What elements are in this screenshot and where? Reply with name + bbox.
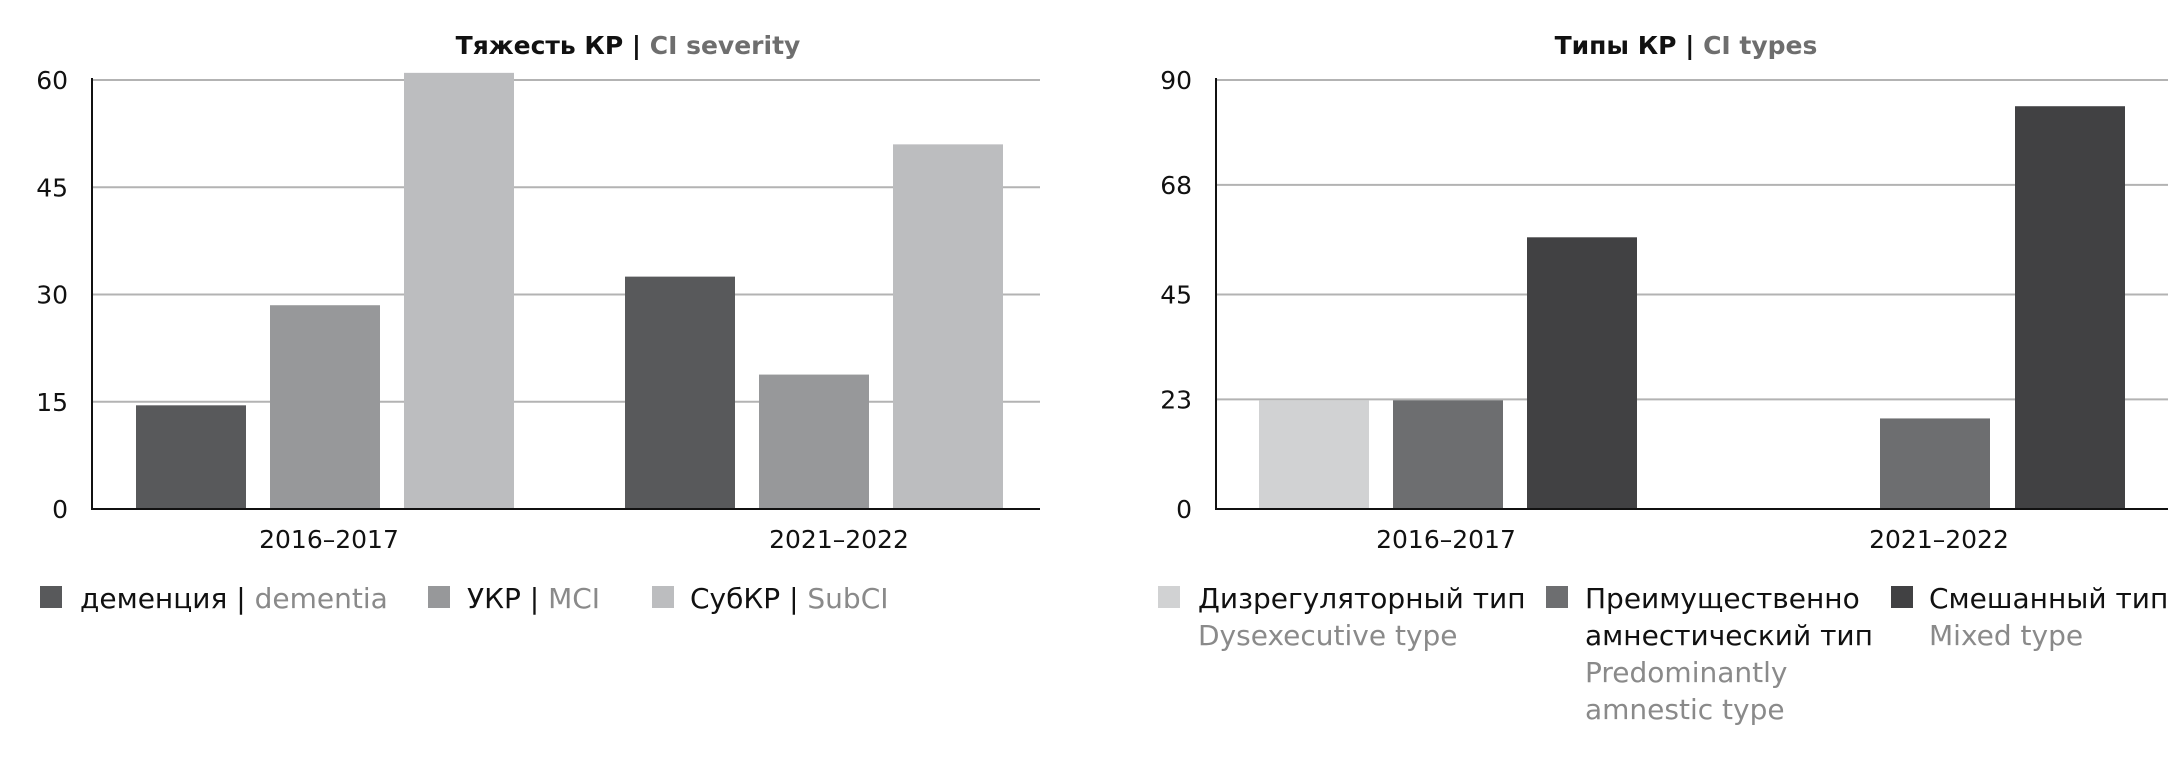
severity-legend: деменция | dementia УКР | MCI СубКР | SubC… (40, 582, 889, 615)
types-bars (1259, 106, 2125, 510)
legend-label-en: Dysexecutive type (1198, 619, 1458, 652)
types-chart-title: Типы КР | CI types (1555, 31, 1818, 60)
legend-label: СубКР | SubCI (690, 582, 889, 615)
types-y-ticks: 0 23 45 68 90 (1160, 66, 1192, 524)
y-tick-label: 60 (36, 66, 68, 95)
severity-chart: Тяжесть КР | CI severity 0 15 30 45 60 2016–… (36, 31, 1040, 615)
x-category-label: 2016–2017 (259, 525, 399, 554)
legend-swatch (1158, 586, 1180, 608)
severity-chart-title: Тяжесть КР | CI severity (456, 31, 801, 60)
types-gridlines (1216, 79, 2168, 401)
y-tick-label: 30 (36, 281, 68, 310)
severity-title-sep: | (623, 31, 650, 60)
severity-x-categories: 2016–2017 2021–2022 (259, 525, 909, 554)
legend-label-en: amnestic type (1585, 693, 1785, 726)
bar (136, 405, 246, 509)
severity-y-ticks: 0 15 30 45 60 (36, 66, 68, 524)
legend-label: деменция | dementia (80, 582, 388, 615)
legend-label-ru: амнестический тип (1585, 619, 1873, 652)
types-title-sep: | (1677, 31, 1704, 60)
severity-title-ru: Тяжесть КР (456, 31, 624, 60)
legend-swatch (1891, 586, 1913, 608)
severity-gridlines (92, 79, 1040, 403)
bar (1527, 237, 1637, 510)
bar (404, 72, 514, 509)
y-tick-label: 23 (1160, 385, 1192, 414)
severity-title-en: CI severity (650, 31, 801, 60)
y-tick-label: 15 (36, 388, 68, 417)
legend-swatch (428, 586, 450, 608)
bar (893, 144, 1003, 509)
legend-label-en: Predominantly (1585, 656, 1787, 689)
legend-label-ru: Дизрегуляторный тип (1198, 582, 1526, 615)
y-tick-label: 0 (52, 495, 68, 524)
severity-bars (136, 72, 1003, 509)
bar (1259, 400, 1369, 509)
y-tick-label: 90 (1160, 66, 1192, 95)
legend-swatch (40, 586, 62, 608)
y-tick-label: 45 (36, 173, 68, 202)
bar (625, 276, 735, 509)
bar (759, 374, 869, 509)
types-x-categories: 2016–2017 2021–2022 (1376, 525, 2009, 554)
types-legend: Дизрегуляторный тип Dysexecutive type Преи… (1158, 582, 2168, 726)
x-category-label: 2016–2017 (1376, 525, 1516, 554)
legend-swatch (652, 586, 674, 608)
bar (270, 305, 380, 509)
severity-axes (91, 78, 1040, 510)
y-tick-label: 0 (1176, 495, 1192, 524)
types-axes (1215, 78, 2168, 510)
types-title-ru: Типы КР (1555, 31, 1677, 60)
x-category-label: 2021–2022 (1869, 525, 2009, 554)
x-category-label: 2021–2022 (769, 525, 909, 554)
legend-label: УКР | MCI (467, 582, 600, 615)
y-tick-label: 45 (1160, 281, 1192, 310)
types-title-en: CI types (1703, 31, 1817, 60)
legend-label-ru: Смешанный тип (1929, 582, 2168, 615)
legend-label-ru: Преимущественно (1585, 582, 1860, 615)
bar (1393, 400, 1503, 509)
legend-swatch (1546, 586, 1568, 608)
legend-label-en: Mixed type (1929, 619, 2083, 652)
bar (2015, 106, 2125, 509)
bar (1880, 418, 1990, 509)
y-tick-label: 68 (1160, 171, 1192, 200)
